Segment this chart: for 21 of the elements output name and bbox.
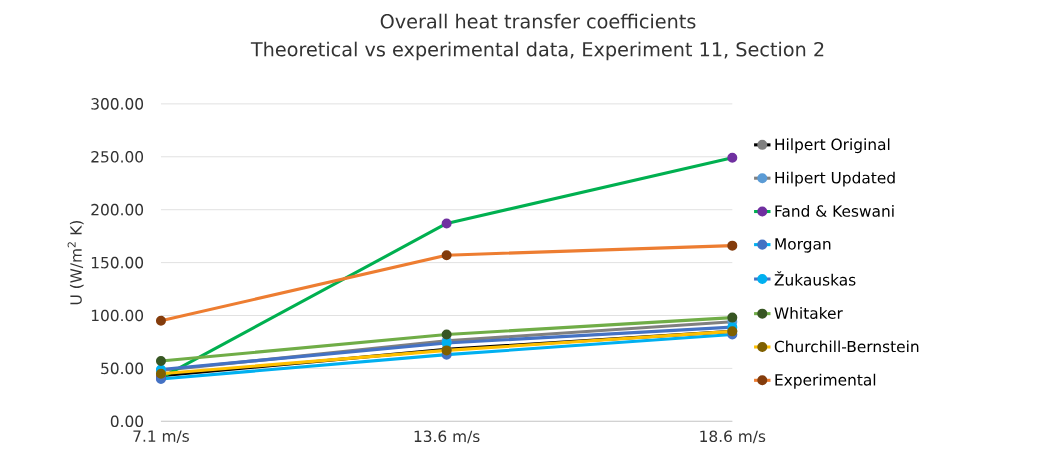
y-axis-title: U (W/m$^{2}$ K) xyxy=(67,220,84,304)
legend-label: Experimental xyxy=(775,373,876,389)
x-tick-label: 18.6 m/s xyxy=(700,430,766,444)
chart-subtitle: Theoretical vs experimental data, Experiment 11, Section 2 xyxy=(250,41,824,61)
legend-label: Churchill-Bernstein xyxy=(774,340,919,353)
legend-label: Hilpert Updated xyxy=(775,171,895,187)
legend-label: Fand & Keswani xyxy=(775,204,894,217)
y-tick-label: 250.00 xyxy=(91,150,144,163)
y-tick-label: 300.00 xyxy=(91,97,144,110)
y-tick-label: 100.00 xyxy=(91,309,144,322)
y-tick-label: 150.00 xyxy=(91,256,144,269)
y-tick-label: 50.00 xyxy=(101,362,144,374)
legend-label: Whitaker xyxy=(774,306,843,319)
legend-label: Hilpert Original xyxy=(775,138,890,153)
x-tick-label: 13.6 m/s xyxy=(414,430,480,444)
legend-label: Morgan xyxy=(775,238,831,253)
y-tick-label: 200.00 xyxy=(91,203,144,216)
y-tick-label: 0.00 xyxy=(110,415,144,427)
legend-label: Žukauskas xyxy=(774,270,856,286)
chart-title: Overall heat transfer coefficients xyxy=(380,13,696,29)
x-tick-label: 7.1 m/s xyxy=(133,430,189,443)
